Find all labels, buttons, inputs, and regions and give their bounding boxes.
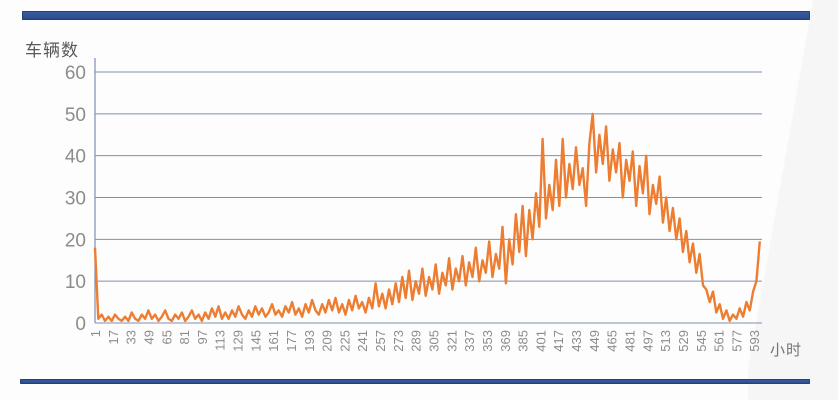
x-tick-label-17: 17: [106, 330, 121, 344]
x-tick-label-465: 465: [605, 330, 620, 352]
x-tick-label-337: 337: [462, 330, 477, 352]
x-tick-label-65: 65: [159, 330, 174, 344]
x-tick-label-513: 513: [658, 330, 673, 352]
top-divider-bar: [22, 11, 810, 20]
x-tick-label-305: 305: [427, 330, 442, 352]
x-tick-label-449: 449: [587, 330, 602, 352]
x-tick-label-273: 273: [391, 330, 406, 352]
x-tick-label-113: 113: [213, 330, 228, 351]
x-tick-label-177: 177: [284, 330, 299, 352]
y-tick-label-60: 60: [65, 63, 86, 84]
x-tick-label-241: 241: [355, 330, 370, 352]
x-tick-label-257: 257: [373, 330, 388, 352]
y-tick-label-50: 50: [65, 105, 86, 126]
x-tick-label-81: 81: [177, 330, 192, 344]
y-axis-title: 车辆数: [25, 41, 79, 60]
series-line-车辆数: [93, 112, 761, 323]
y-tick-label-30: 30: [65, 189, 86, 210]
x-tick-label-225: 225: [337, 330, 352, 352]
x-tick-label-401: 401: [533, 330, 548, 352]
x-tick-label-545: 545: [694, 330, 709, 352]
x-tick-label-561: 561: [712, 330, 727, 352]
x-tick-label-321: 321: [444, 330, 459, 352]
y-tick-label-10: 10: [65, 272, 86, 293]
bottom-divider-bar: [20, 379, 810, 384]
x-tick-label-97: 97: [195, 330, 210, 344]
x-tick-label-33: 33: [124, 330, 139, 344]
x-tick-label-49: 49: [141, 330, 156, 344]
x-tick-label-417: 417: [551, 330, 566, 352]
y-tick-label-40: 40: [65, 147, 86, 168]
x-tick-label-289: 289: [409, 330, 424, 352]
x-axis-title: 小时: [770, 342, 803, 359]
x-tick-label-385: 385: [516, 330, 531, 352]
x-tick-label-481: 481: [622, 330, 637, 352]
x-tick-label-129: 129: [231, 330, 246, 352]
x-tick-label-497: 497: [640, 330, 655, 352]
x-tick-label-529: 529: [676, 330, 691, 352]
y-tick-label-0: 0: [75, 314, 86, 335]
x-tick-label-209: 209: [320, 330, 335, 352]
x-tick-label-161: 161: [266, 330, 281, 352]
x-tick-label-193: 193: [302, 330, 317, 352]
x-tick-label-145: 145: [248, 330, 263, 352]
x-tick-label-369: 369: [498, 330, 513, 352]
x-tick-label-593: 593: [747, 330, 762, 352]
x-tick-label-433: 433: [569, 330, 584, 352]
x-tick-label-577: 577: [729, 330, 744, 352]
x-tick-label-1: 1: [88, 330, 103, 337]
y-tick-label-20: 20: [65, 230, 86, 251]
x-tick-label-353: 353: [480, 330, 495, 352]
